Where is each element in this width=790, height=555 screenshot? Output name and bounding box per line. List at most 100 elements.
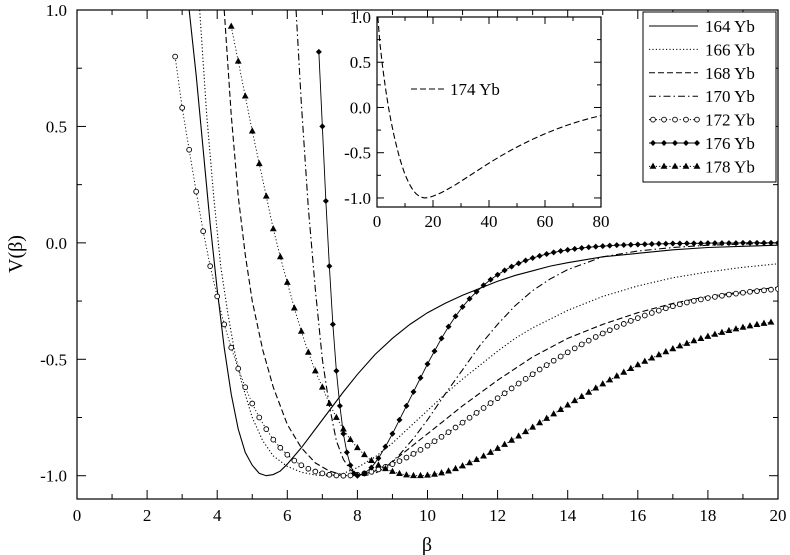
- data-point-176-yb: [459, 303, 466, 310]
- data-point-172-yb: [284, 451, 291, 458]
- data-point-176-yb: [697, 240, 704, 247]
- main-x-axis: 0 2 4 6 8 10 12 14 16 18 20: [73, 10, 787, 525]
- data-point-176-yb: [690, 240, 697, 247]
- data-point-178-yb: [571, 396, 579, 404]
- data-point-178-yb: [739, 323, 747, 330]
- data-point-178-yb: [339, 425, 347, 432]
- data-point-172-yb: [543, 362, 550, 368]
- legend-item-170-yb: 170 Yb: [649, 87, 755, 106]
- legend-marker-178-yb: [649, 162, 657, 169]
- inset-plot: 0 20 40 60 80 -1.0 -0.5 0.0 0.5 1.0 174 Yb: [344, 8, 609, 231]
- data-point-172-yb: [340, 472, 347, 479]
- data-point-178-yb: [718, 328, 726, 335]
- series-164-yb: [188, 10, 778, 477]
- data-point-172-yb: [277, 444, 284, 451]
- y-tick-label: 0.0: [350, 98, 371, 117]
- series-line-164-yb: [188, 10, 778, 477]
- data-point-176-yb: [329, 321, 336, 328]
- data-point-178-yb: [613, 372, 621, 379]
- data-point-178-yb: [634, 361, 642, 368]
- data-point-178-yb: [508, 436, 516, 443]
- x-tick-label: 8: [353, 506, 362, 525]
- data-point-176-yb: [683, 240, 690, 247]
- data-point-176-yb: [627, 241, 634, 248]
- data-point-172-yb: [768, 286, 774, 293]
- y-tick-label: 1.0: [46, 1, 67, 20]
- legend-marker-172-yb: [661, 116, 667, 123]
- data-point-172-yb: [235, 365, 242, 372]
- data-point-172-yb: [691, 297, 697, 304]
- data-point-172-yb: [487, 400, 494, 406]
- legend-marker-172-yb: [650, 116, 656, 123]
- data-point-178-yb: [354, 443, 361, 451]
- data-point-176-yb: [571, 245, 578, 252]
- data-point-172-yb: [564, 349, 571, 356]
- data-point-172-yb: [648, 310, 655, 316]
- data-point-178-yb: [676, 342, 684, 349]
- data-point-178-yb: [318, 383, 326, 390]
- y-tick-label: -0.5: [344, 144, 371, 163]
- data-point-176-yb: [340, 430, 347, 437]
- data-point-178-yb: [746, 322, 754, 329]
- x-tick-label: 20: [770, 506, 787, 525]
- data-point-176-yb: [655, 240, 662, 247]
- data-point-178-yb: [361, 450, 368, 458]
- data-point-178-yb: [403, 471, 410, 478]
- data-point-178-yb: [641, 357, 649, 364]
- data-point-172-yb: [326, 471, 333, 478]
- data-point-178-yb: [255, 159, 263, 167]
- data-point-172-yb: [480, 405, 487, 411]
- data-point-178-yb: [297, 327, 305, 334]
- data-point-172-yb: [298, 462, 305, 469]
- legend-marker-178-yb: [671, 162, 679, 169]
- x-tick-label: 12: [489, 506, 506, 525]
- data-point-176-yb: [669, 240, 676, 247]
- data-point-178-yb: [627, 364, 635, 371]
- inset-legend-item-174-yb: 174 Yb: [411, 80, 500, 99]
- data-point-178-yb: [487, 448, 494, 455]
- inset-legend-label-174-yb: 174 Yb: [450, 80, 500, 99]
- data-point-172-yb: [410, 450, 417, 457]
- data-point-178-yb: [564, 401, 572, 408]
- data-point-172-yb: [249, 400, 256, 407]
- y-tick-label: -0.5: [40, 350, 67, 369]
- data-point-176-yb: [438, 335, 445, 342]
- data-point-176-yb: [508, 263, 515, 270]
- data-point-172-yb: [438, 433, 445, 440]
- data-point-172-yb: [712, 294, 718, 300]
- x-tick-label: 40: [481, 212, 498, 231]
- data-point-178-yb: [382, 464, 389, 472]
- data-point-172-yb: [466, 414, 473, 421]
- legend-item-176-yb: 176 Yb: [649, 134, 755, 153]
- data-point-176-yb: [431, 348, 438, 355]
- data-point-178-yb: [690, 337, 698, 344]
- data-point-178-yb: [368, 456, 375, 463]
- data-point-172-yb: [606, 327, 613, 334]
- x-tick-label: 60: [537, 212, 554, 231]
- data-point-178-yb: [522, 427, 530, 435]
- data-point-176-yb: [452, 313, 459, 320]
- series-176-yb: [315, 48, 778, 479]
- data-point-172-yb: [634, 315, 641, 321]
- series-166-yb: [199, 10, 778, 477]
- data-point-178-yb: [396, 469, 403, 477]
- data-point-178-yb: [431, 470, 438, 477]
- data-point-176-yb: [487, 276, 494, 283]
- data-point-178-yb: [459, 462, 466, 469]
- data-point-178-yb: [697, 334, 705, 341]
- legend-item-164-yb: 164 Yb: [649, 17, 755, 36]
- data-point-176-yb: [326, 263, 333, 270]
- data-point-178-yb: [262, 192, 270, 199]
- data-point-176-yb: [403, 402, 410, 409]
- legend-label-170-yb: 170 Yb: [705, 87, 755, 106]
- legend-item-168-yb: 168 Yb: [649, 64, 755, 83]
- data-point-178-yb: [760, 319, 768, 326]
- data-point-172-yb: [494, 395, 501, 402]
- main-plot: 0 2 4 6 8 10 12 14 16 18 20 -1.0 -0.5 0.0 0.5 1.0 β V(…: [5, 1, 787, 555]
- legend-label-168-yb: 168 Yb: [705, 64, 755, 83]
- data-point-172-yb: [200, 228, 207, 235]
- data-point-176-yb: [389, 430, 396, 437]
- legend-marker-172-yb: [683, 116, 689, 123]
- data-point-178-yb: [311, 367, 319, 374]
- series-line-174-yb: [377, 17, 601, 199]
